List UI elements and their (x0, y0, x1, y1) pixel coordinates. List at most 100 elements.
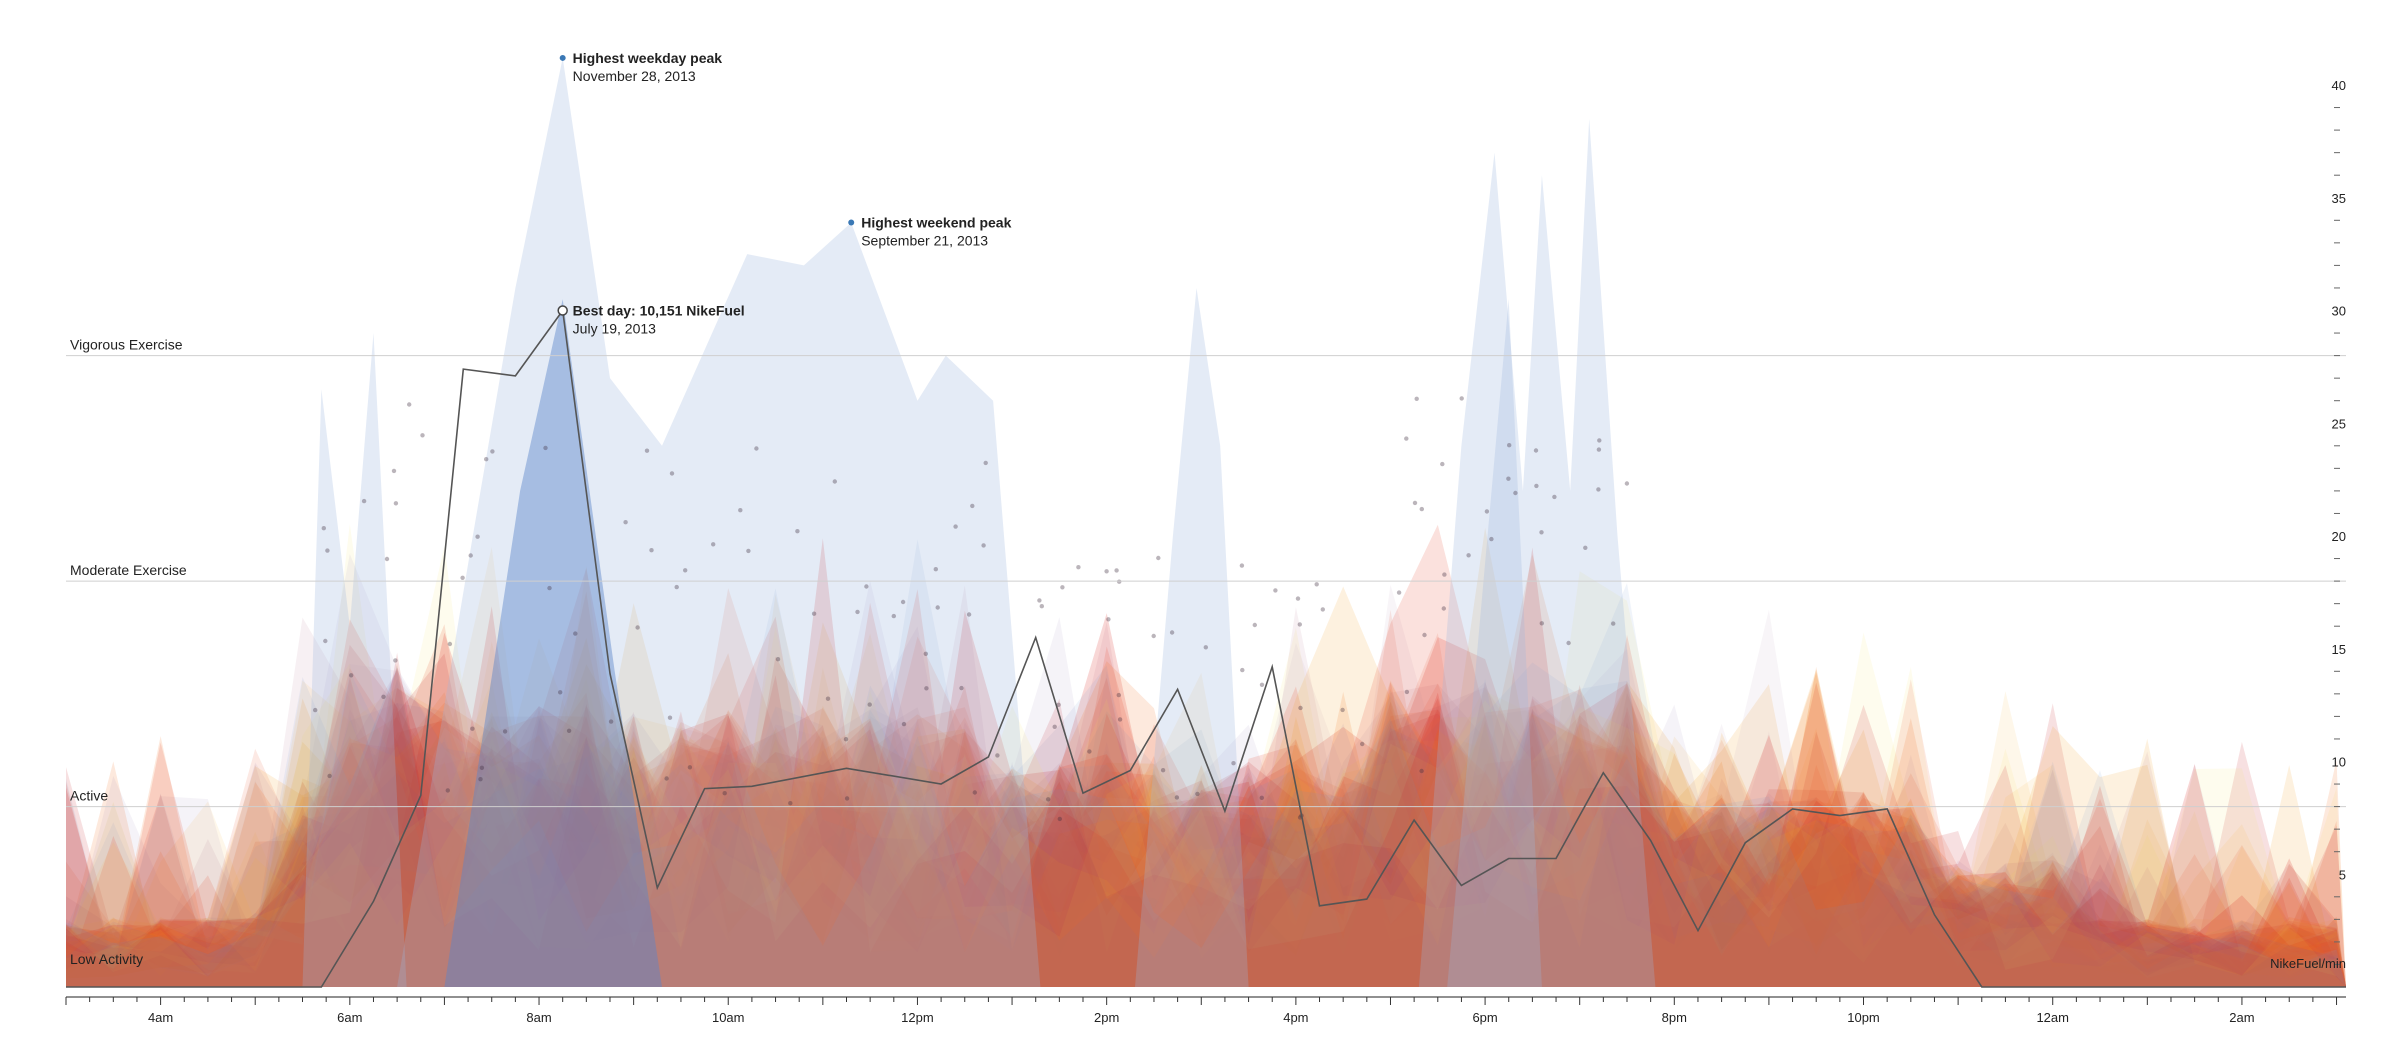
peak-dot (1169, 630, 1175, 635)
y-tick-label: 10 (2332, 755, 2346, 770)
peak-dot (1396, 590, 1402, 595)
peak-dot (746, 548, 751, 554)
activity-area (66, 554, 2346, 987)
activity-area (66, 727, 2346, 987)
activity-reference-lines (66, 355, 2346, 808)
peak-dot (1056, 702, 1061, 707)
peak-dot (1273, 588, 1278, 593)
activity-area (66, 652, 2346, 987)
activity-area (66, 677, 2346, 987)
peak-dot (970, 503, 975, 509)
x-tick-label: 6pm (1472, 1010, 1497, 1025)
peak-dot (923, 651, 928, 656)
peak-dot (475, 534, 480, 539)
activity-area (66, 700, 2346, 987)
peak-dot (1440, 461, 1445, 467)
peak-dot (1104, 569, 1109, 574)
activity-area (66, 539, 2346, 987)
x-tick-label: 4am (148, 1010, 173, 1025)
y-axis: 5 10 15 20 25 30 35 40 (2332, 78, 2346, 965)
peak-dot (687, 765, 693, 770)
peak-dot (1513, 490, 1518, 496)
peak-dot (1442, 572, 1447, 577)
peak-dot (1539, 530, 1544, 535)
peak-dot (933, 567, 938, 572)
band-label: Active (70, 788, 108, 804)
activity-area (66, 580, 2346, 987)
activity-area (66, 524, 2346, 987)
peak-dot (981, 543, 986, 548)
peak-dot (795, 529, 800, 534)
peak-dot (1340, 707, 1345, 713)
activity-area (66, 641, 2346, 987)
x-tick-label: 6am (337, 1010, 362, 1025)
peak-dot (420, 433, 425, 438)
peak-dot (811, 611, 817, 616)
peak-dot (649, 548, 654, 553)
peak-dot (722, 791, 727, 796)
daily-activity-areas (66, 57, 2346, 988)
activity-area (66, 638, 2346, 987)
peak-dot (1466, 553, 1471, 558)
peak-dot (983, 460, 988, 466)
peak-dot (1441, 606, 1447, 611)
peak-dot (1240, 667, 1245, 673)
activity-area (66, 669, 2346, 987)
peak-dot (407, 402, 412, 407)
peak-dot (321, 526, 326, 531)
peak-dot (1404, 436, 1409, 441)
peak-dot (349, 673, 354, 678)
peak-dot (361, 498, 367, 504)
peak-dot (1037, 598, 1042, 603)
peak-dot (667, 715, 673, 720)
weekend-area (1447, 299, 1542, 987)
peak-dot (1052, 724, 1057, 729)
weekend-area (444, 299, 662, 987)
peak-dot (1583, 545, 1588, 550)
activity-area (66, 679, 2346, 987)
peak-dot (1259, 795, 1265, 800)
peak-dot (1314, 582, 1319, 587)
activity-area (66, 524, 2346, 987)
peak-dot (738, 508, 743, 513)
peak-dot (788, 801, 793, 806)
activity-area (66, 527, 2346, 987)
activity-area (66, 679, 2346, 987)
peak-dot (843, 737, 849, 742)
peak-dot (573, 631, 578, 636)
weekend-area (1135, 288, 1249, 987)
x-tick-label: 10am (712, 1010, 745, 1025)
x-tick-label: 4pm (1283, 1010, 1308, 1025)
peak-dot (1117, 579, 1122, 584)
x-tick-label: 8pm (1662, 1010, 1687, 1025)
peak-dot (1566, 640, 1571, 646)
peak-dot (325, 548, 330, 553)
activity-area (66, 546, 2346, 987)
activity-area (66, 665, 2346, 987)
x-tick-label: 8am (526, 1010, 551, 1025)
peak-dot (1087, 749, 1092, 754)
peak-dot (1039, 604, 1045, 609)
peak-dot (1596, 447, 1602, 452)
activity-area (66, 538, 2346, 987)
peak-dot (608, 719, 614, 724)
activity-area (66, 626, 2346, 987)
peak-dot (832, 479, 837, 484)
peak-dot (1404, 689, 1410, 695)
peak-dot (327, 773, 332, 779)
activity-area (66, 609, 2346, 987)
y-tick-label: 30 (2332, 304, 2346, 319)
peak-dot (1195, 791, 1200, 797)
peak-dot (683, 568, 688, 573)
peak-dot (1360, 741, 1365, 747)
peak-dot (1203, 645, 1209, 650)
peak-dot (1106, 617, 1111, 622)
peak-dot (1539, 621, 1545, 626)
peak-dot (1057, 816, 1063, 822)
peak-dot (855, 609, 860, 615)
y-tick-label: 20 (2332, 529, 2346, 544)
activity-area (66, 609, 2346, 987)
activity-area (66, 617, 2346, 987)
x-axis: 4am 6am 8am 10am 12pm 2pm 4pm 6pm 8pm 10pm 12am 2am (65, 996, 2346, 1025)
peak-dot (844, 796, 850, 801)
